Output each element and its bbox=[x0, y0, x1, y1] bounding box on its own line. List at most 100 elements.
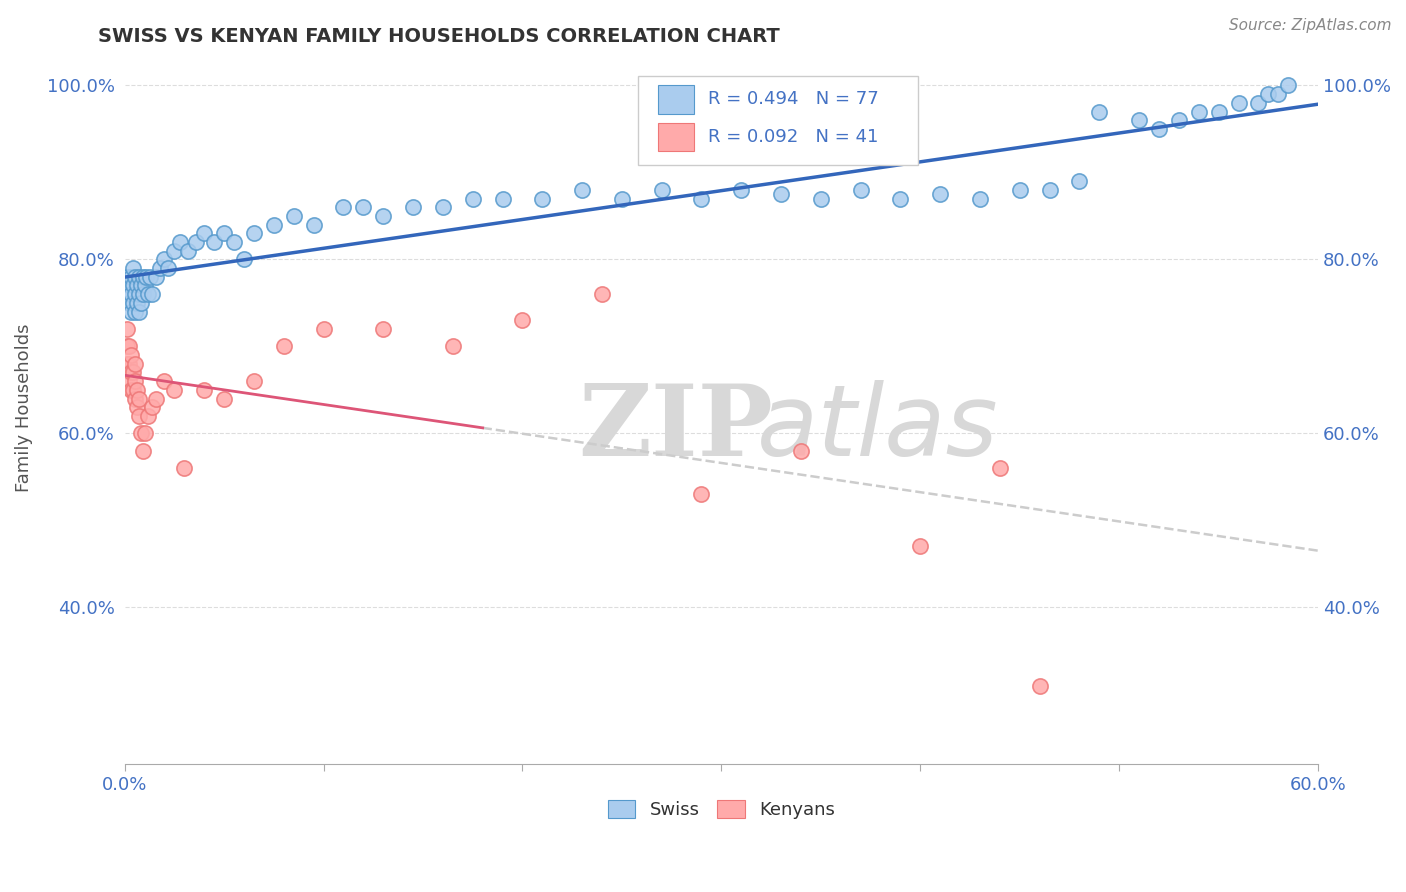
Point bbox=[373, 209, 395, 223]
Point bbox=[988, 461, 1011, 475]
Point bbox=[202, 235, 225, 249]
Point bbox=[512, 313, 534, 327]
Point bbox=[121, 261, 143, 276]
Point bbox=[1039, 183, 1062, 197]
Text: R = 0.092   N = 41: R = 0.092 N = 41 bbox=[709, 128, 879, 146]
Point bbox=[193, 227, 215, 241]
FancyBboxPatch shape bbox=[658, 123, 695, 152]
FancyBboxPatch shape bbox=[638, 76, 918, 165]
Point bbox=[129, 296, 152, 310]
Point bbox=[243, 227, 266, 241]
Point bbox=[124, 374, 146, 388]
Point bbox=[128, 287, 150, 301]
Point bbox=[120, 304, 142, 318]
Point bbox=[125, 383, 148, 397]
Point bbox=[124, 304, 146, 318]
Point bbox=[1267, 87, 1289, 102]
Legend: Swiss, Kenyans: Swiss, Kenyans bbox=[600, 792, 842, 826]
Point bbox=[889, 192, 911, 206]
Point bbox=[115, 269, 138, 284]
Text: Source: ZipAtlas.com: Source: ZipAtlas.com bbox=[1229, 18, 1392, 33]
Point bbox=[929, 187, 952, 202]
Point bbox=[610, 192, 633, 206]
Point bbox=[910, 540, 932, 554]
Point bbox=[141, 401, 163, 415]
Point bbox=[139, 269, 162, 284]
Point bbox=[233, 252, 256, 267]
FancyBboxPatch shape bbox=[658, 85, 695, 113]
Text: R = 0.494   N = 77: R = 0.494 N = 77 bbox=[709, 90, 879, 109]
Point bbox=[1069, 174, 1091, 188]
Point bbox=[373, 322, 395, 336]
Point bbox=[1128, 113, 1150, 128]
Text: SWISS VS KENYAN FAMILY HOUSEHOLDS CORRELATION CHART: SWISS VS KENYAN FAMILY HOUSEHOLDS CORREL… bbox=[98, 27, 780, 45]
Point bbox=[115, 287, 138, 301]
Point bbox=[125, 296, 148, 310]
Point bbox=[591, 287, 613, 301]
Point bbox=[131, 287, 153, 301]
Point bbox=[491, 192, 513, 206]
Point bbox=[120, 383, 142, 397]
Y-axis label: Family Households: Family Households bbox=[15, 323, 32, 491]
Point bbox=[1088, 104, 1111, 119]
Point bbox=[173, 461, 195, 475]
Point bbox=[117, 339, 139, 353]
Point bbox=[135, 269, 157, 284]
Point bbox=[129, 278, 152, 293]
Point bbox=[157, 261, 180, 276]
Point bbox=[124, 392, 146, 406]
Point bbox=[1188, 104, 1211, 119]
Point bbox=[1028, 679, 1050, 693]
Point bbox=[117, 278, 139, 293]
Point bbox=[134, 278, 156, 293]
Point bbox=[117, 296, 139, 310]
Point bbox=[120, 269, 142, 284]
Text: ZIP: ZIP bbox=[578, 380, 773, 477]
Point bbox=[1247, 95, 1270, 110]
Point bbox=[193, 383, 215, 397]
Point bbox=[273, 339, 295, 353]
Point bbox=[117, 357, 139, 371]
Point bbox=[121, 383, 143, 397]
Point bbox=[1257, 87, 1279, 102]
Point bbox=[177, 244, 200, 258]
Point bbox=[651, 183, 673, 197]
Point bbox=[531, 192, 554, 206]
Point bbox=[128, 392, 150, 406]
Point bbox=[115, 322, 138, 336]
Point bbox=[125, 278, 148, 293]
Point bbox=[1277, 78, 1299, 93]
Point bbox=[571, 183, 593, 197]
Point bbox=[1167, 113, 1189, 128]
Point bbox=[1227, 95, 1250, 110]
Point bbox=[352, 200, 374, 214]
Point bbox=[332, 200, 354, 214]
Point bbox=[149, 261, 172, 276]
Point bbox=[1208, 104, 1230, 119]
Point bbox=[131, 269, 153, 284]
Point bbox=[131, 443, 153, 458]
Point bbox=[169, 235, 191, 249]
Point bbox=[810, 192, 832, 206]
Text: atlas: atlas bbox=[758, 380, 998, 477]
Point bbox=[121, 296, 143, 310]
Point bbox=[134, 426, 156, 441]
Point bbox=[969, 192, 991, 206]
Point bbox=[402, 200, 425, 214]
Point bbox=[120, 287, 142, 301]
Point bbox=[263, 218, 285, 232]
Point bbox=[115, 339, 138, 353]
Point bbox=[212, 227, 235, 241]
Point bbox=[432, 200, 454, 214]
Point bbox=[186, 235, 208, 249]
Point bbox=[125, 401, 148, 415]
Point bbox=[461, 192, 484, 206]
Point bbox=[120, 366, 142, 380]
Point bbox=[690, 192, 713, 206]
Point bbox=[128, 269, 150, 284]
Point bbox=[163, 383, 186, 397]
Point bbox=[1008, 183, 1031, 197]
Point bbox=[124, 287, 146, 301]
Point bbox=[117, 374, 139, 388]
Point bbox=[849, 183, 872, 197]
